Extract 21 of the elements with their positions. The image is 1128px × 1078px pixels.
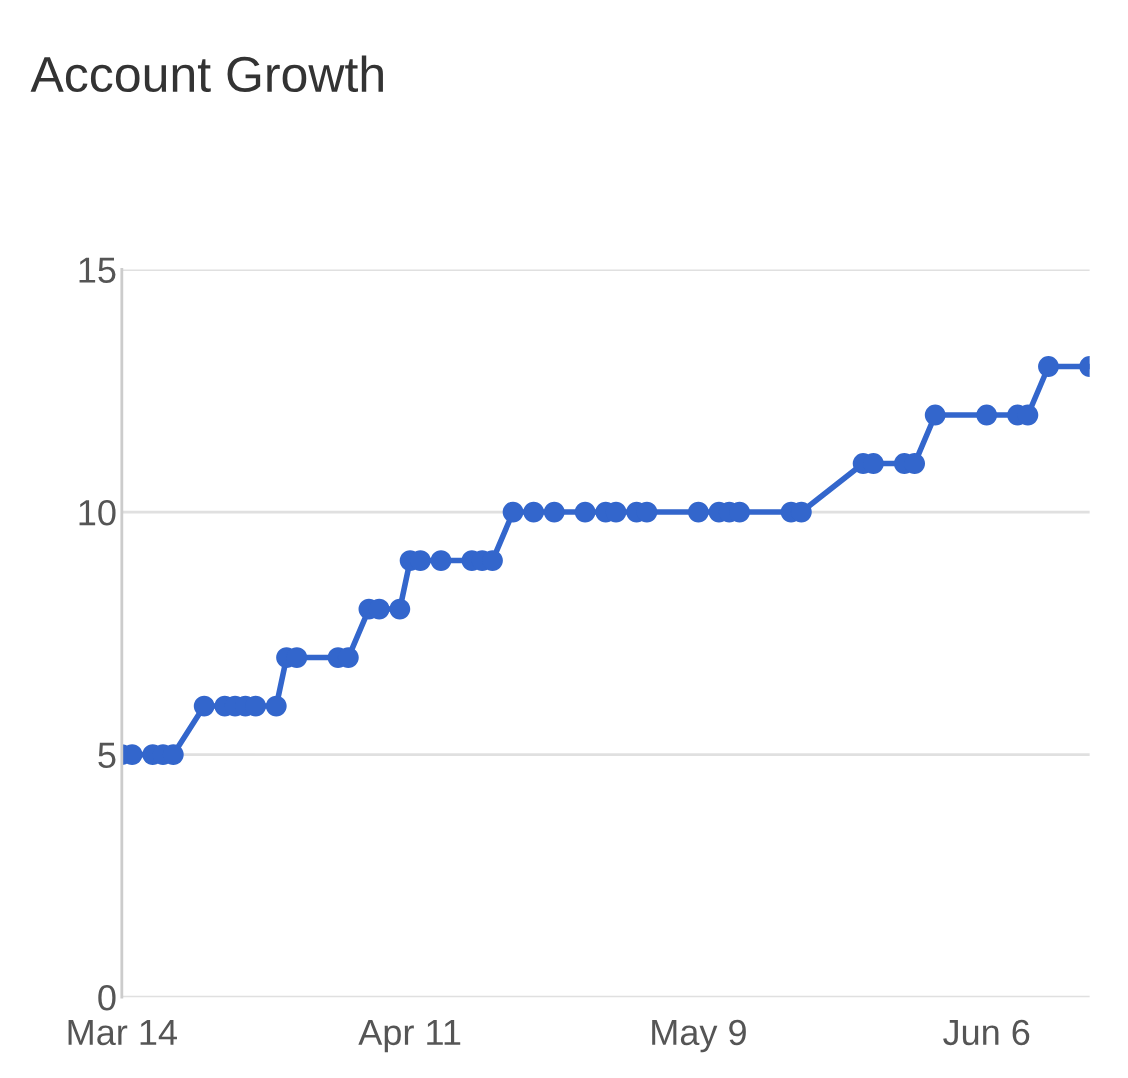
point bbox=[687, 501, 709, 523]
x-tick-label: Jun 6 bbox=[943, 1019, 1030, 1046]
point bbox=[1038, 356, 1059, 377]
point bbox=[523, 501, 545, 523]
y-tick-label: 5 bbox=[98, 742, 116, 769]
point bbox=[430, 550, 452, 571]
point bbox=[502, 501, 524, 523]
point bbox=[265, 695, 287, 717]
x-tick-label: Mar 14 bbox=[68, 1020, 177, 1046]
point bbox=[543, 501, 565, 523]
x-tick-label: May 9 bbox=[652, 1019, 746, 1053]
point bbox=[924, 404, 946, 426]
y-tick-label: 15 bbox=[79, 257, 116, 283]
point bbox=[389, 598, 411, 620]
y-tick-label: 0 bbox=[98, 985, 116, 1011]
y-tick-label: 10 bbox=[79, 499, 116, 526]
point bbox=[193, 695, 215, 717]
x-tick-label: Apr 11 bbox=[358, 1020, 461, 1053]
chart-title: Account Growth bbox=[30, 55, 383, 93]
point bbox=[976, 404, 998, 426]
point bbox=[574, 501, 596, 523]
